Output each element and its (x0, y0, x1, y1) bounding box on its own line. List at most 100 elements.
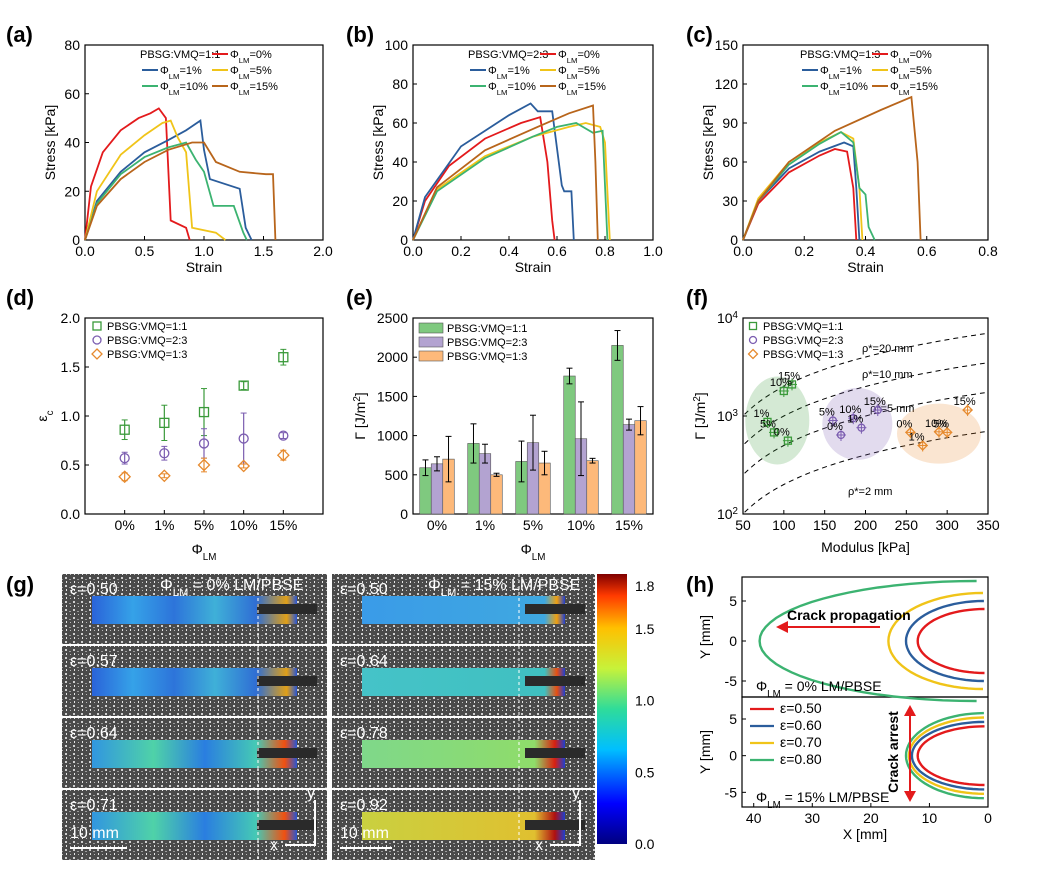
x-axis-label: ΦLM (521, 541, 546, 563)
x-tick-label: 100 (772, 517, 796, 533)
crack-notch (257, 748, 317, 758)
legend-label: ΦLM=5% (230, 65, 272, 81)
stress-plot-frame (412, 44, 654, 241)
crack-contour-line (904, 599, 984, 683)
x-tick-label: 0.0 (403, 243, 423, 259)
x-tick-label: 1.0 (643, 243, 663, 259)
data-point (783, 436, 793, 445)
x-axis-label: X [mm] (843, 826, 887, 842)
axis-arrow (550, 800, 581, 846)
y-tick-label: 80 (64, 37, 80, 53)
arrowhead (776, 621, 788, 633)
strain-label: ε=0.64 (70, 725, 118, 742)
stress-plot-frame (742, 44, 989, 241)
contour-label: ρ*=10 mm (862, 369, 913, 381)
series-line (742, 95, 922, 241)
strain-label: ε=0.64 (340, 653, 388, 670)
x-tick-label: 40 (746, 810, 762, 826)
strain-label: ε=0.57 (70, 653, 118, 670)
data-point (904, 426, 916, 438)
colorbar-tick: 1.0 (635, 693, 655, 709)
legend-label: ΦLM=1% (820, 65, 862, 81)
y-tick-label: 100 (385, 37, 409, 53)
y-tick-label: 60 (64, 86, 80, 102)
data-point (238, 380, 249, 391)
point-label: 5% (819, 406, 835, 418)
y-tick-label: 500 (385, 467, 409, 483)
data-point (917, 440, 929, 451)
y-tick-label: -5 (725, 784, 738, 800)
crack-contour-line (887, 591, 984, 691)
axis-arrow (285, 800, 316, 846)
legend-label: PBSG:VMQ=2:3 (763, 335, 843, 347)
y-tick-label: 104 (717, 310, 739, 327)
legend-marker (92, 321, 102, 331)
y-axis-label: Stress [kPa] (700, 105, 716, 180)
data-point (763, 417, 772, 427)
legend-label: PBSG:VMQ=2:3 (447, 337, 527, 349)
x-tick-label: 10% (567, 517, 595, 533)
data-point (238, 433, 249, 444)
legend-marker (92, 335, 102, 345)
point-label: 0% (827, 421, 843, 433)
arrowhead (904, 791, 916, 802)
series-line (742, 148, 858, 241)
y-axis-label: Γ [J/m2] (352, 392, 369, 439)
x-tick-label: 2.0 (313, 243, 333, 259)
contour-line (744, 333, 985, 415)
contour-line (744, 431, 985, 513)
legend-label: ΦLM=15% (890, 81, 938, 97)
y-tick-label: 0 (400, 506, 408, 522)
legend-label: PBSG:VMQ=2:3 (107, 335, 187, 347)
data-point (198, 406, 210, 418)
y-tick-label: 1.0 (61, 408, 81, 424)
y-tick-label: -5 (725, 673, 738, 689)
y-tick-label: 0 (729, 748, 737, 764)
panel-label: (g) (6, 572, 34, 597)
axis-x-label: x (270, 837, 278, 854)
x-tick-label: 1% (154, 517, 174, 533)
legend-label: ΦLM=10% (820, 81, 868, 97)
y-tick-label: 2.0 (61, 310, 81, 326)
colorbar (597, 574, 627, 844)
legend-swatch (418, 336, 444, 348)
legend-label: PBSG:VMQ=1:1 (763, 321, 843, 333)
crack-contour-line (910, 720, 985, 791)
x-tick-label: 0.8 (978, 243, 998, 259)
x-tick-label: 0.2 (795, 243, 815, 259)
x-tick-label: 0.4 (856, 243, 876, 259)
crack-contour-line (916, 725, 985, 787)
series-line (84, 119, 253, 241)
x-tick-label: 15% (269, 517, 297, 533)
legend-label: ΦLM=10% (160, 81, 208, 97)
y-tick-label: 2500 (377, 310, 408, 326)
crack-notch (525, 820, 585, 830)
point-label: 1% (847, 414, 863, 426)
panel-label: (f) (686, 285, 708, 310)
legend-label: ε=0.50 (780, 700, 822, 716)
x-axis-label: Strain (186, 259, 223, 275)
legend-label: ε=0.80 (780, 751, 822, 767)
x-tick-label: 50 (735, 517, 751, 533)
data-point (836, 430, 846, 440)
y-tick-label: 0 (72, 232, 80, 248)
group-ellipse (745, 376, 810, 465)
data-point (278, 430, 289, 441)
data-point (873, 405, 882, 415)
legend-label: ΦLM=5% (558, 65, 600, 81)
legend-marker (91, 348, 103, 360)
x-tick-label: 20 (863, 810, 879, 826)
crack-notch (257, 604, 317, 614)
x-tick-label: 1% (475, 517, 495, 533)
axis-y-label: y (307, 785, 315, 802)
x-tick-label: 10% (230, 517, 258, 533)
y-tick-label: 103 (717, 408, 739, 425)
x-tick-label: 1.5 (254, 243, 274, 259)
y-axis-label: Stress [kPa] (370, 105, 386, 180)
bar (490, 474, 503, 515)
crack-contour-line (916, 607, 985, 675)
crack-contour-line (904, 711, 984, 800)
bar (622, 424, 636, 515)
data-point (857, 423, 866, 432)
legend-label: ΦLM=15% (558, 81, 606, 97)
